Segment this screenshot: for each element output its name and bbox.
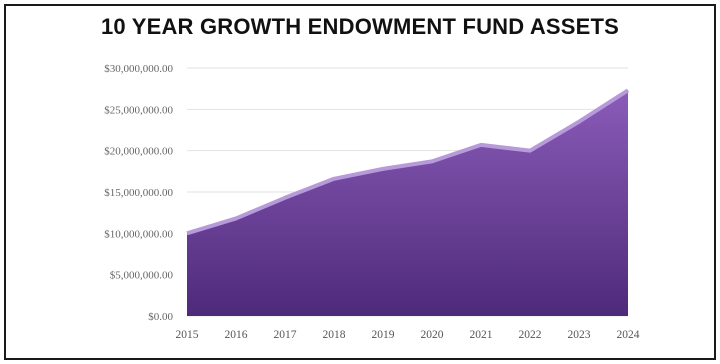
area-fill (187, 90, 628, 316)
x-tick-label: 2022 (519, 329, 542, 341)
y-tick-label: $10,000,000.00 (104, 228, 173, 240)
y-tick-label: $25,000,000.00 (104, 104, 173, 116)
x-tick-label: 2018 (323, 329, 346, 341)
y-tick-label: $0.00 (148, 311, 173, 323)
series-area (186, 88, 630, 316)
x-tick-label: 2019 (372, 329, 395, 341)
y-tick-label: $5,000,000.00 (110, 270, 174, 282)
x-tick-label: 2020 (421, 329, 444, 341)
y-tick-label: $15,000,000.00 (104, 187, 173, 199)
x-tick-label: 2016 (225, 329, 248, 341)
y-tick-label: $30,000,000.00 (104, 63, 173, 75)
x-tick-label: 2021 (470, 329, 493, 341)
x-tick-label: 2015 (176, 329, 199, 341)
y-axis-ticks: $0.00 $5,000,000.00 $10,000,000.00 $15,000,… (104, 63, 173, 323)
y-tick-label: $20,000,000.00 (104, 146, 173, 158)
x-tick-label: 2024 (617, 329, 640, 341)
x-tick-label: 2023 (568, 329, 591, 341)
x-tick-label: 2017 (274, 329, 297, 341)
chart-title: 10 YEAR GROWTH ENDOWMENT FUND ASSETS (100, 14, 620, 39)
area-top-edge (186, 88, 630, 236)
x-axis-ticks: 2015 2016 2017 2018 2019 2020 2021 2022 2023 2024 (176, 329, 640, 341)
